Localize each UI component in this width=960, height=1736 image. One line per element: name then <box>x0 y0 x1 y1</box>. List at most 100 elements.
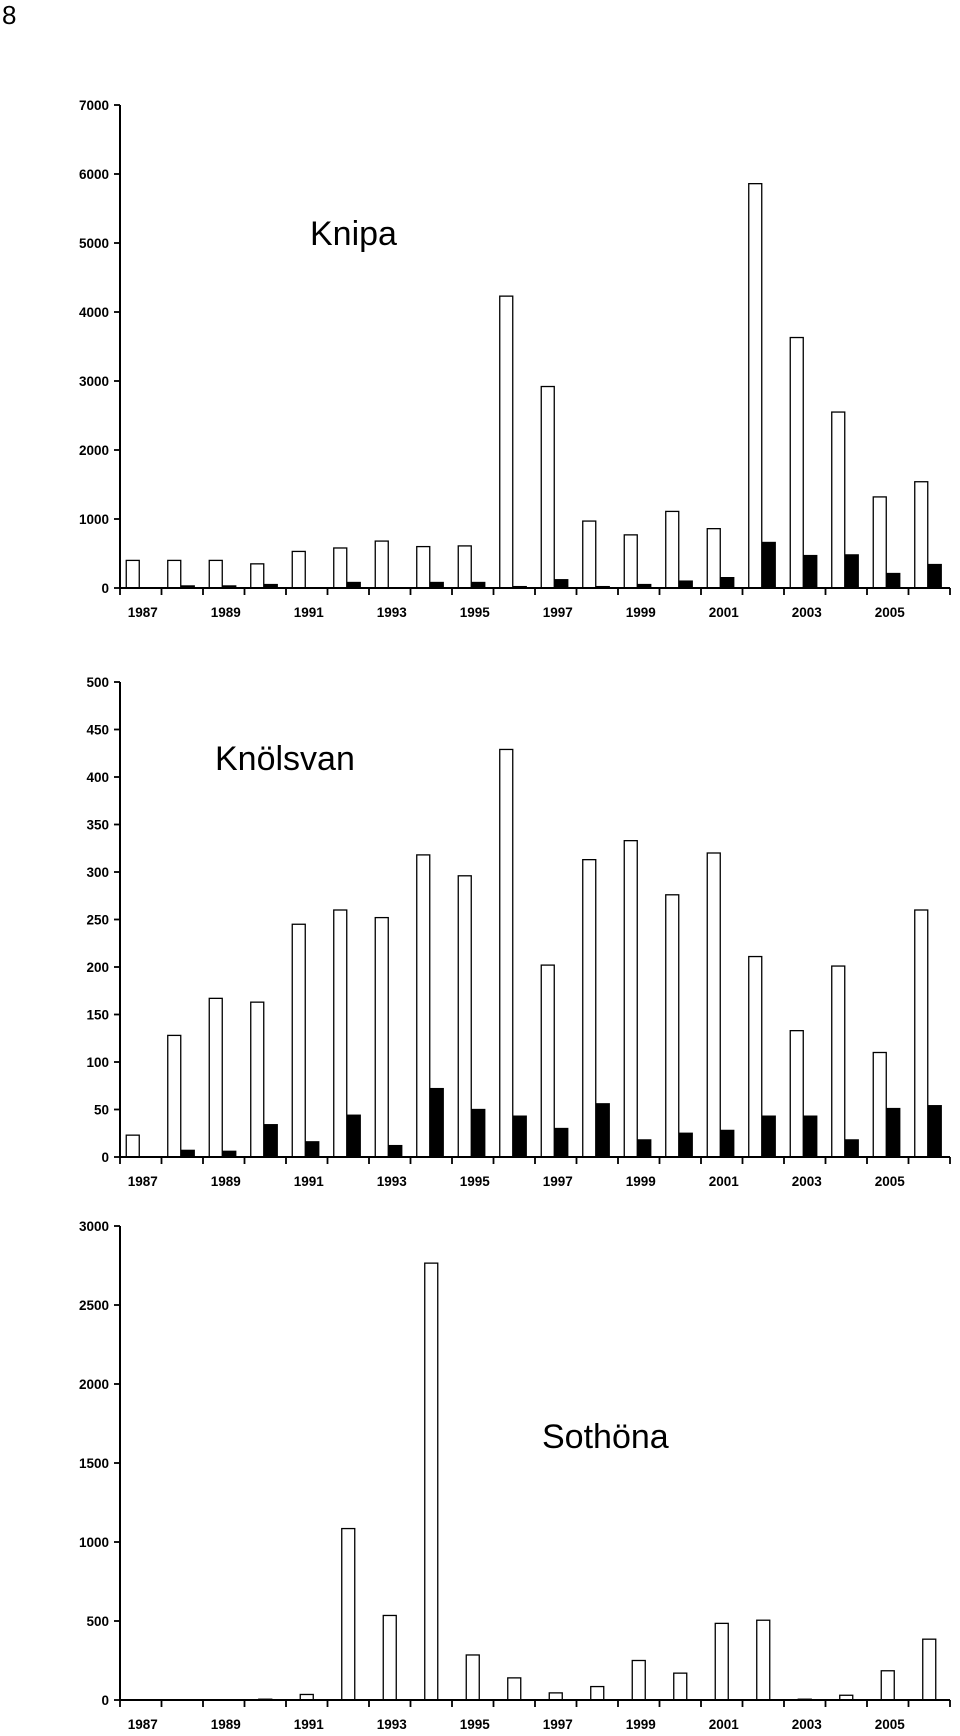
bar-series1-1996 <box>499 748 514 1158</box>
bar-series2-1990 <box>263 1124 278 1158</box>
x-tick-label: 2005 <box>875 605 906 620</box>
bar-series2-2001 <box>720 577 735 589</box>
x-tick-label: 1995 <box>460 605 491 620</box>
bar-series1-1998 <box>582 859 597 1158</box>
bar-series1-1991 <box>291 550 306 589</box>
bar-series2-2005 <box>886 572 901 589</box>
y-tick-label: 500 <box>86 1614 109 1629</box>
bar-series2-1997 <box>554 1127 569 1158</box>
bar-series1-1999 <box>623 840 638 1158</box>
x-tick-label: 1987 <box>128 1174 158 1189</box>
x-tick-label: 2003 <box>792 1717 823 1732</box>
y-tick-label: 3000 <box>79 374 109 389</box>
y-tick-label: 200 <box>86 960 109 975</box>
bar-series2-1998 <box>595 1103 610 1158</box>
bar-series2-1993 <box>388 1144 403 1158</box>
x-tick-label: 2001 <box>709 1717 740 1732</box>
bar-series1-1998 <box>582 520 597 589</box>
bar-series1-1988 <box>167 1034 182 1158</box>
x-tick-label: 2003 <box>792 1174 823 1189</box>
bar-series2-1999 <box>637 1139 652 1158</box>
y-tick-label: 350 <box>86 818 109 833</box>
bar-series1-2000 <box>673 1672 688 1701</box>
x-tick-label: 1995 <box>460 1717 491 1732</box>
bar-series1-1999 <box>631 1659 646 1701</box>
bar-series1-2006 <box>922 1638 937 1701</box>
chart-knolsvan: Knölsvan 0 50 100 150 200 250 300 350 400 450 500 19… <box>86 675 951 1189</box>
bar-series2-2002 <box>761 541 776 589</box>
x-tick-label: 1991 <box>294 1174 325 1189</box>
x-tick-label: 1993 <box>377 1174 408 1189</box>
bar-series1-2003 <box>789 1030 804 1158</box>
bar-series1-1992 <box>333 547 348 589</box>
y-tick-label: 0 <box>101 1693 109 1708</box>
bar-series1-2005 <box>872 1051 887 1158</box>
bar-series1-2004 <box>831 411 846 589</box>
x-tick-label: 1999 <box>626 605 656 620</box>
bar-series1-2002 <box>756 1619 771 1701</box>
x-tick-label: 1987 <box>128 605 158 620</box>
bar-series1-1998 <box>590 1685 605 1701</box>
bar-series2-2001 <box>720 1129 735 1158</box>
bar-series1-2000 <box>665 894 680 1158</box>
bar-series1-2005 <box>872 496 887 589</box>
y-tick-label: 5000 <box>79 236 109 251</box>
y-tick-label: 2000 <box>79 443 109 458</box>
chart-title: Knipa <box>310 215 397 253</box>
bar-series1-2001 <box>714 1622 729 1701</box>
bar-series2-2003 <box>803 554 818 589</box>
y-tick-label: 3000 <box>79 1219 109 1234</box>
y-tick-label: 250 <box>86 913 109 928</box>
bar-series2-2005 <box>886 1107 901 1158</box>
bar-series1-1994 <box>416 854 431 1158</box>
bar-series1-1997 <box>540 964 555 1158</box>
y-tick-label: 1500 <box>79 1456 109 1471</box>
bar-series1-2002 <box>748 183 763 589</box>
bar-series1-1995 <box>465 1654 480 1701</box>
bar-series2-2002 <box>761 1115 776 1158</box>
bar-series2-1994 <box>429 1087 444 1158</box>
y-tick-label: 450 <box>86 723 109 738</box>
bar-series1-1987 <box>125 1134 140 1158</box>
y-tick-label: 2000 <box>79 1377 109 1392</box>
bar-series1-1999 <box>623 534 638 589</box>
x-tick-label: 1999 <box>626 1174 656 1189</box>
bar-series1-2000 <box>665 510 680 589</box>
bar-series1-1993 <box>382 1614 397 1701</box>
bar-series1-1994 <box>424 1262 439 1701</box>
x-tick-label: 2001 <box>709 1174 740 1189</box>
x-tick-label: 1997 <box>543 605 573 620</box>
bar-series2-1991 <box>305 1141 320 1158</box>
y-tick-label: 400 <box>86 770 109 785</box>
bar-series1-2001 <box>706 528 721 589</box>
bar-series1-1990 <box>250 1001 265 1158</box>
chart-title: Sothöna <box>542 1418 669 1456</box>
bar-series1-1997 <box>548 1692 563 1701</box>
bar-series2-2000 <box>678 580 693 589</box>
y-tick-label: 500 <box>86 675 109 690</box>
x-tick-label: 1989 <box>211 1174 241 1189</box>
y-tick-label: 50 <box>94 1103 109 1118</box>
y-tick-label: 300 <box>86 865 109 880</box>
y-tick-label: 7000 <box>79 98 109 113</box>
x-tick-label: 1989 <box>211 1717 241 1732</box>
bar-series1-1997 <box>540 385 555 589</box>
bar-series1-1989 <box>208 559 223 589</box>
y-tick-label: 6000 <box>79 167 109 182</box>
bar-series1-1995 <box>457 875 472 1158</box>
x-tick-label: 2003 <box>792 605 823 620</box>
y-tick-label: 0 <box>101 581 109 596</box>
bar-series1-2002 <box>748 955 763 1158</box>
y-tick-label: 0 <box>101 1150 109 1165</box>
bar-series2-2000 <box>678 1132 693 1158</box>
bar-series1-2005 <box>880 1670 895 1701</box>
y-tick-label: 1000 <box>79 1535 109 1550</box>
bar-series2-1997 <box>554 579 569 589</box>
bar-series1-1994 <box>416 545 431 589</box>
bar-series2-1995 <box>471 1108 486 1158</box>
bar-series1-1991 <box>291 923 306 1158</box>
bar-series2-2003 <box>803 1115 818 1158</box>
y-tick-label: 100 <box>86 1055 109 1070</box>
x-tick-label: 2001 <box>709 605 740 620</box>
